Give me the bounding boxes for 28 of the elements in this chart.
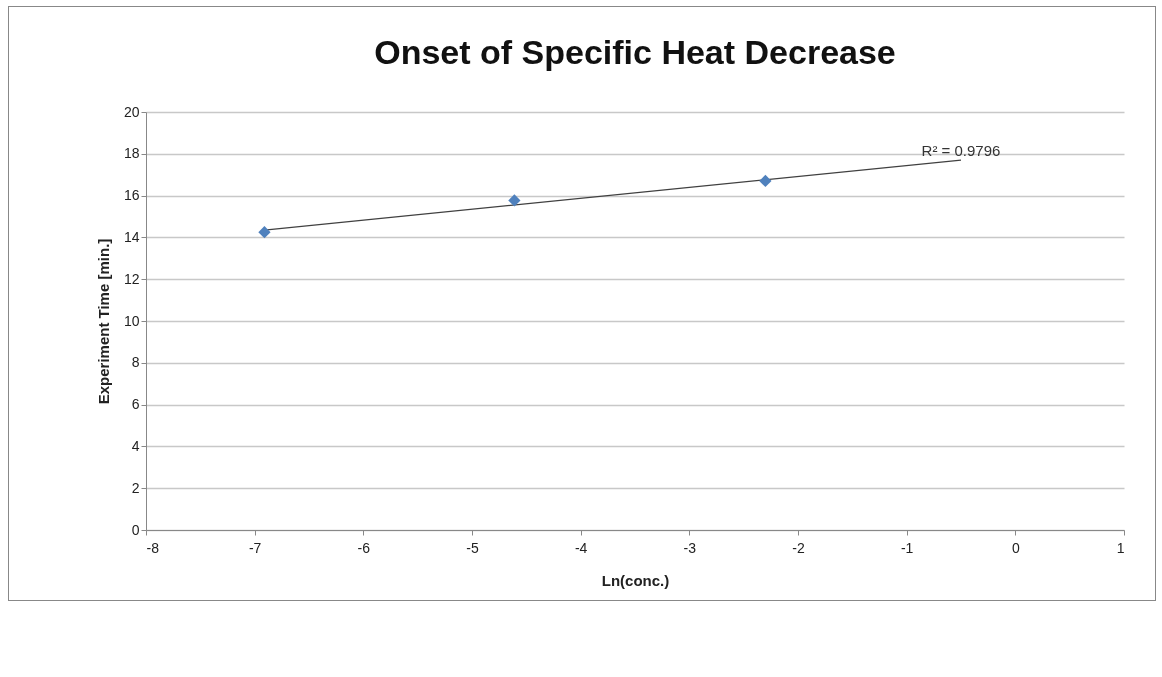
x-tick-label: -2 (792, 539, 805, 556)
y-tick-label: 8 (131, 354, 140, 371)
x-tick-label: -4 (574, 539, 588, 556)
y-tick-label: 4 (131, 437, 140, 454)
x-tick-label: -3 (683, 539, 697, 556)
point (508, 194, 521, 207)
y-tick-label: 20 (123, 103, 140, 120)
x-tick-label: 0 (1011, 539, 1020, 556)
x-tick-label: -7 (248, 539, 262, 556)
x-tick-label: -6 (357, 539, 371, 556)
point (759, 174, 772, 188)
y-tick-label: 0 (131, 521, 140, 538)
point (258, 226, 271, 239)
x-tick-label: -8 (146, 539, 160, 556)
x-tick-label: -5 (466, 539, 479, 556)
y-tick-label: 2 (131, 479, 140, 496)
y-tick-label: 18 (123, 145, 140, 162)
y-tick-label: 12 (123, 270, 140, 287)
x-tick-label: 1 (1116, 539, 1125, 556)
y-axis-title: Experiment Time [min.] (94, 238, 112, 405)
y-tick-label: 16 (123, 187, 140, 204)
annotation: R² = 0.9796 (921, 142, 1001, 160)
y-tick-label: 14 (123, 228, 140, 245)
chart-title: Onset of Specific Heat Decrease (374, 33, 896, 71)
x-axis-title: Ln(conc.) (601, 571, 670, 589)
y-tick-label: 6 (131, 396, 140, 413)
y-tick-label: 10 (123, 312, 140, 329)
x-tick-label: -1 (900, 539, 914, 556)
